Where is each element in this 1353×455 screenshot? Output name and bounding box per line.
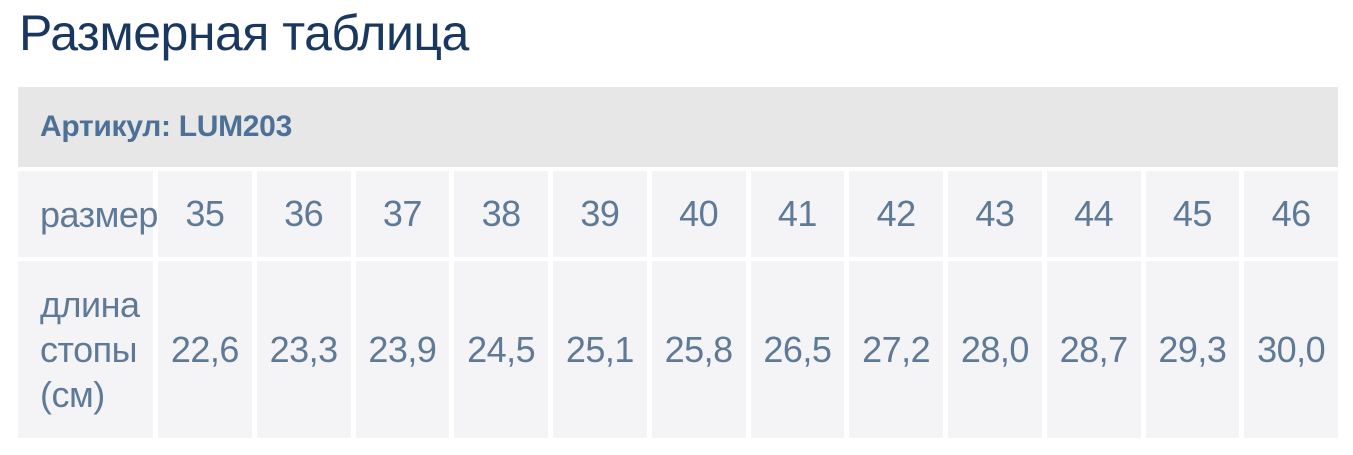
foot-length-cell: 24,5: [454, 261, 548, 438]
foot-length-cell: 27,2: [849, 261, 943, 438]
foot-length-cell: 30,0: [1244, 261, 1338, 438]
foot-length-cell: 28,0: [948, 261, 1042, 438]
size-cell: 35: [158, 171, 252, 257]
size-cell: 38: [454, 171, 548, 257]
foot-length-cell: 29,3: [1145, 261, 1240, 438]
foot-length-row: длина стопы (см) 22,6 23,3 23,9 24,5 25,…: [18, 261, 1338, 438]
size-cell: 41: [750, 171, 845, 257]
size-cell: 37: [355, 171, 450, 257]
size-table: Артикул: LUM203 размер 35 36 37 38 39 40…: [13, 83, 1343, 442]
foot-length-cell: 28,7: [1046, 261, 1141, 438]
foot-length-cell: 25,8: [651, 261, 746, 438]
size-cell: 45: [1145, 171, 1240, 257]
size-cell: 39: [553, 171, 647, 257]
foot-length-cell: 22,6: [158, 261, 252, 438]
foot-length-cell: 26,5: [750, 261, 845, 438]
article-row: Артикул: LUM203: [18, 87, 1338, 167]
size-row-label: размер: [18, 171, 158, 257]
page-title: Размерная таблица: [19, 5, 469, 61]
size-cell: 46: [1244, 171, 1338, 257]
article-cell: Артикул: LUM203: [18, 87, 1338, 167]
size-cell: 42: [849, 171, 943, 257]
size-cell: 44: [1046, 171, 1141, 257]
size-cell: 40: [651, 171, 746, 257]
foot-length-cell: 25,1: [553, 261, 647, 438]
size-cell: 36: [256, 171, 351, 257]
size-cell: 43: [948, 171, 1042, 257]
size-row: размер 35 36 37 38 39 40 41 42 43 44 45 …: [18, 171, 1338, 257]
foot-length-cell: 23,3: [256, 261, 351, 438]
foot-length-cell: 23,9: [355, 261, 450, 438]
foot-length-row-label: длина стопы (см): [18, 261, 153, 438]
